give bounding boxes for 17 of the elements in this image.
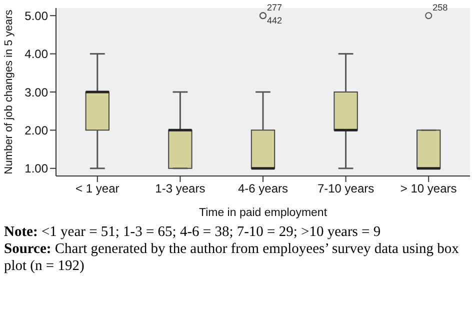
text: Note: <1 year = 51; 1-3 = 65; 4-6 = 38; 7-10 = 29; >10 years = 9 [4,224,382,241]
y-tick-label: 2.00 [24,123,48,138]
y-tick-label: 4.00 [24,47,48,62]
x-tick-label: 4-6 years [238,182,288,196]
x-tick-label: 1-3 years [155,182,206,196]
annotation: 277 [267,2,282,13]
x-tick-label: 7-10 years [317,182,374,196]
x-tick-label: > 10 years [400,182,457,196]
y-tick-label: 3.00 [24,85,48,100]
y-tick-label: 1.00 [24,162,48,176]
y-axis-title: Number of job changes in 5 years [2,9,15,174]
y-tick-label: 5.00 [24,8,48,23]
x-tick-label: < 1 year [76,182,120,196]
annotation: 442 [267,16,282,26]
x-axis-title: Time in paid employment [198,207,328,219]
annotation: 258 [432,2,448,13]
source-note: Source: Chart generated by the author from employees’ survey data using box plot (n = 192) [4,241,460,275]
